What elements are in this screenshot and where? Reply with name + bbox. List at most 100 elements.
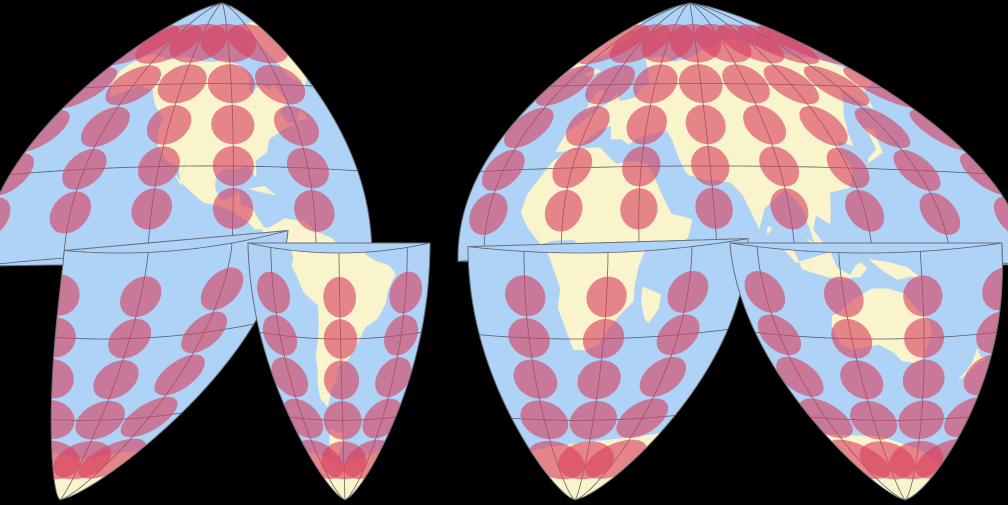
lobe-lobe-south-3 [467, 238, 749, 501]
tissot-indicatrix [717, 24, 785, 64]
tissot-indicatrix [656, 314, 700, 356]
tissot-indicatrix [504, 107, 554, 149]
lobe-outline [0, 2, 373, 267]
tissot-indicatrix [257, 271, 291, 314]
tissot-indicatrix [826, 147, 870, 189]
tissot-indicatrix [212, 187, 254, 229]
lobe-outline [50, 230, 289, 501]
lobe-lobe-south-1 [50, 230, 289, 501]
tissot-indicatrix [776, 356, 824, 397]
parallel-0 [468, 238, 748, 254]
tissot-indicatrix [78, 438, 146, 479]
tissot-indicatrix [273, 106, 320, 147]
tissot-indicatrix [146, 105, 192, 145]
tissot-indicatrix [105, 65, 162, 106]
tissot-indicatrix [626, 105, 667, 145]
tissot-indicatrix [759, 146, 800, 187]
tissot-indicatrix [904, 318, 945, 358]
tissot-indicatrix [255, 64, 306, 105]
tissot-indicatrix [639, 356, 686, 397]
tissot-indicatrix [845, 189, 885, 232]
lobe-outline [247, 242, 431, 501]
tissot-indicatrix [75, 400, 125, 440]
tissot-indicatrix [744, 270, 786, 313]
tissot-indicatrix [157, 64, 207, 104]
tissot-indicatrix [569, 401, 617, 440]
tissot-indicatrix [685, 104, 726, 145]
tissot-indicatrix [108, 318, 152, 359]
tissot-indicatrix [633, 64, 678, 104]
tissot-indicatrix [544, 189, 583, 232]
tissot-indicatrix [903, 275, 943, 317]
tissot-indicatrix [823, 276, 864, 318]
tissot-layer [503, 244, 713, 480]
tissot-indicatrix [323, 360, 360, 400]
tissot-indicatrix [799, 106, 848, 146]
tissot-indicatrix [585, 64, 636, 105]
tissot-indicatrix [323, 401, 362, 440]
tissot-indicatrix [565, 106, 610, 146]
tissot-indicatrix [481, 149, 525, 191]
tissot-indicatrix [323, 319, 358, 359]
tissot-indicatrix [211, 104, 255, 145]
tissot-indicatrix [323, 276, 357, 318]
parallel-0 [63, 230, 288, 254]
tissot-indicatrix [120, 396, 178, 438]
lobe-content [468, 238, 748, 500]
tissot-indicatrix [743, 105, 786, 145]
tissot-indicatrix [271, 357, 309, 398]
tissot-indicatrix [737, 24, 819, 65]
tissot-indicatrix [294, 190, 335, 232]
tissot-indicatrix [552, 147, 593, 189]
tissot-indicatrix [691, 146, 730, 186]
tissot-indicatrix [695, 187, 733, 229]
tissot-indicatrix [80, 106, 130, 148]
tissot-indicatrix [840, 360, 884, 400]
tissot-indicatrix [584, 439, 648, 479]
tissot-indicatrix [200, 267, 244, 311]
tissot-indicatrix [120, 276, 162, 318]
lobe-lobe-south-4 [729, 242, 1003, 501]
tissot-indicatrix [902, 359, 945, 399]
lobe-lobe-north-west [0, 2, 373, 267]
lobe-outline [457, 2, 1008, 266]
tissot-indicatrix [181, 311, 228, 354]
lobe-outline [467, 238, 749, 501]
tissot-indicatrix [577, 360, 621, 400]
landmass-madagascar [641, 286, 662, 324]
tissot-indicatrix [389, 271, 423, 314]
tissot-indicatrix [469, 192, 508, 235]
landmass-indonesia [783, 249, 856, 280]
tissot-indicatrix [51, 400, 75, 440]
parallel-0 [248, 243, 430, 254]
lobe-outline [729, 242, 1003, 501]
parallel-0 [730, 243, 1003, 254]
landmass-indonesia2 [848, 262, 868, 278]
landmass-cuba [248, 186, 276, 196]
tissot-indicatrix [893, 149, 941, 191]
lobe-lobe-north-east [457, 2, 1008, 266]
landmass-sri-lanka [766, 225, 773, 236]
tissot-indicatrix [993, 196, 1008, 240]
tissot-indicatrix [49, 191, 92, 234]
tissot-indicatrix [508, 318, 550, 358]
tissot-indicatrix [803, 65, 870, 106]
lobe-content [730, 243, 1003, 500]
tissot-indicatrix [770, 188, 809, 230]
tissot-indicatrix [262, 314, 298, 356]
tissot-indicatrix [763, 64, 820, 105]
tissot-indicatrix [757, 314, 802, 356]
tissot-indicatrix [93, 360, 139, 400]
tissot-indicatrix [286, 147, 329, 189]
tissot-indicatrix [137, 146, 180, 187]
tissot-indicatrix [678, 64, 723, 103]
tissot-indicatrix [622, 146, 661, 187]
tissot-indicatrix [722, 64, 770, 104]
tissot-indicatrix [799, 398, 853, 439]
tissot-indicatrix [667, 270, 709, 313]
tissot-indicatrix [520, 400, 569, 440]
tissot-indicatrix [620, 188, 658, 230]
tissot-indicatrix [616, 398, 669, 439]
